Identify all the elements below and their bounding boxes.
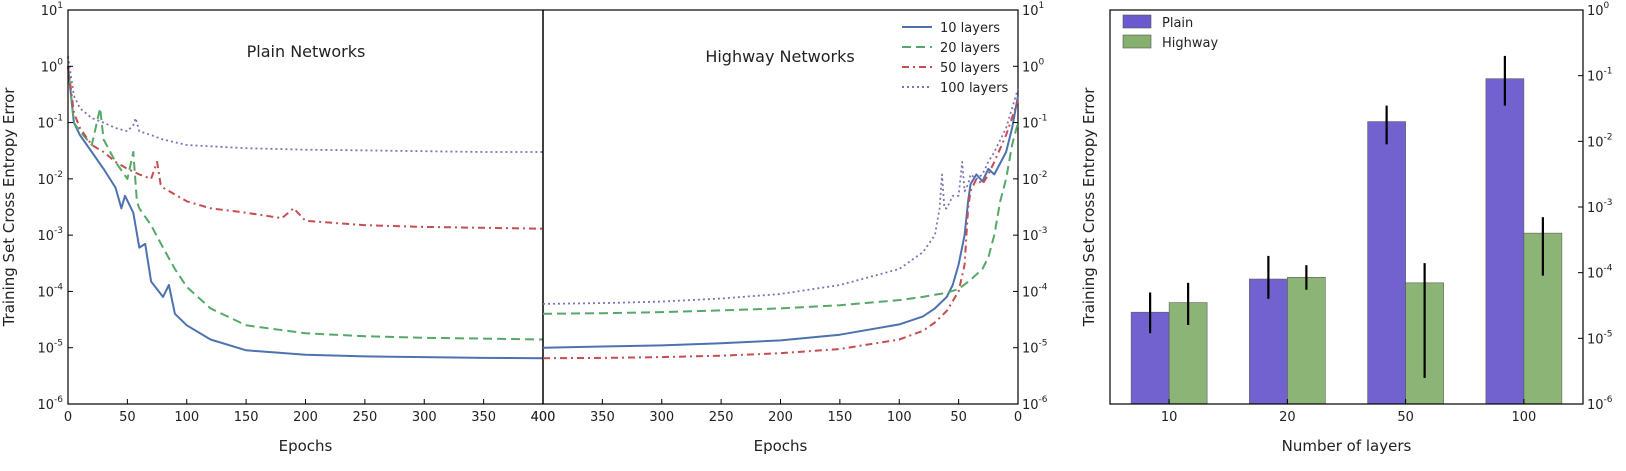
series-line-20-layers (67, 66, 544, 341)
x-axis-label: Number of layers (1282, 437, 1412, 455)
highway-networks-panel: 400 350 300 250 200 150 100 50 010-6 10-5 10-4 10-3… (531, 1, 1048, 455)
legend-swatch (1122, 14, 1152, 29)
x-tick-label: 0 (1014, 410, 1022, 425)
y-axis-label: Training Set Cross Entropy Error (0, 87, 18, 328)
bar-chart-panel: 10 20 50 100 10-6 10-5 10-4 10-3 10-2 10-1 100 Numb… (1080, 1, 1613, 455)
bar-plain (1367, 121, 1406, 405)
legend-label: 50 layers (940, 61, 1000, 76)
x-tick-label: 50 (1397, 410, 1414, 425)
y-tick-label: 10-1 (1587, 67, 1613, 85)
y-tick-label: 10-1 (37, 114, 63, 132)
x-tick-label: 200 (768, 410, 793, 425)
x-tick-label: 400 (531, 410, 556, 425)
x-tick-label: 50 (950, 410, 967, 425)
x-tick-label: 50 (119, 410, 136, 425)
y-tick-label: 10-6 (1587, 395, 1613, 413)
y-tick-label: 10-2 (1022, 170, 1048, 188)
y-tick-label: 10-6 (37, 395, 63, 413)
x-tick-label: 150 (234, 410, 259, 425)
y-tick-label: 100 (1587, 1, 1610, 19)
x-tick-label: 400 (531, 410, 556, 425)
x-tick-label: 100 (887, 410, 912, 425)
y-axis-label: Training Set Cross Entropy Error (1080, 87, 1098, 328)
x-tick-label: 0 (64, 410, 72, 425)
series-line-50-layers (67, 66, 544, 230)
y-tick-label: 10-1 (1022, 114, 1048, 132)
series-line-50-layers (542, 99, 1019, 360)
y-tick-label: 10-5 (37, 339, 63, 357)
legend-label: Highway (1162, 36, 1218, 51)
x-tick-label: 250 (352, 410, 377, 425)
x-tick-label: 350 (590, 410, 615, 425)
series-line-20-layers (542, 122, 1019, 315)
y-tick-label: 10-2 (37, 170, 63, 188)
y-tick-label: 10-4 (37, 282, 63, 300)
legend-label: 100 layers (940, 81, 1009, 96)
legend-swatch (1122, 34, 1152, 49)
y-tick-label: 100 (41, 57, 64, 75)
x-tick-label: 100 (1511, 410, 1536, 425)
y-tick-label: 10-3 (1587, 198, 1613, 216)
y-tick-label: 101 (1022, 1, 1044, 19)
y-tick-label: 10-5 (1587, 329, 1613, 347)
y-tick-label: 10-2 (1587, 132, 1613, 150)
x-tick-label: 10 (1161, 410, 1178, 425)
series-line-10-layers (67, 66, 544, 360)
x-tick-label: 250 (709, 410, 734, 425)
bar-plain (1485, 78, 1525, 405)
series-line-100-layers (542, 88, 1019, 305)
x-tick-label: 300 (412, 410, 437, 425)
bar-highway (1287, 277, 1326, 405)
y-tick-label: 101 (41, 1, 63, 19)
bar-plot-frame (1109, 9, 1584, 405)
y-tick-label: 10-3 (37, 226, 63, 244)
x-tick-label: 350 (471, 410, 496, 425)
panel-title: Plain Networks (247, 42, 366, 61)
x-tick-label: 100 (174, 410, 199, 425)
series-line-100-layers (67, 56, 543, 153)
x-tick-label: 150 (827, 410, 852, 425)
legend-label: 10 layers (940, 21, 1000, 36)
bar-plain (1249, 278, 1288, 405)
x-axis-label: Epochs (754, 437, 808, 455)
panel-title: Highway Networks (705, 47, 854, 66)
legend-label: 20 layers (940, 41, 1000, 56)
y-tick-label: 10-4 (1022, 282, 1048, 300)
series-line-10-layers (542, 95, 1019, 349)
y-tick-label: 10-4 (1587, 264, 1613, 282)
y-tick-label: 10-3 (1022, 226, 1048, 244)
x-tick-label: 200 (293, 410, 318, 425)
legend-label: Plain (1162, 16, 1193, 31)
plain-networks-panel: 0 50 100 150 200 250 300 350 400 10-6 10-5 10-4 10-3… (0, 1, 1019, 455)
y-tick-label: 10-6 (1022, 395, 1048, 413)
y-tick-label: 100 (1022, 57, 1045, 75)
x-axis-label: Epochs (279, 437, 333, 455)
x-tick-label: 20 (1279, 410, 1296, 425)
y-tick-label: 10-5 (1022, 339, 1048, 357)
x-tick-label: 300 (649, 410, 674, 425)
